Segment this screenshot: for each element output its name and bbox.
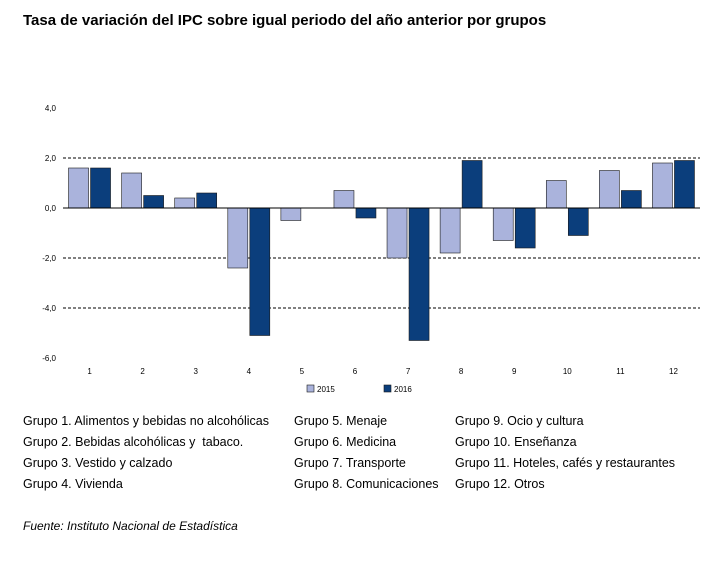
x-tick-label: 7 <box>406 367 411 376</box>
bar-2016 <box>196 192 218 209</box>
group-legend-item: Grupo 8. Comunicaciones <box>294 477 439 491</box>
bar-2016 <box>514 207 536 249</box>
legend-swatch-2015 <box>306 384 315 393</box>
x-tick-label: 4 <box>247 367 252 376</box>
group-legend-item: Grupo 11. Hoteles, cafés y restaurantes <box>455 456 676 470</box>
bar-2015 <box>280 207 302 221</box>
y-tick-label: 4,0 <box>45 104 57 113</box>
x-tick-label: 11 <box>616 367 625 376</box>
x-tick-label: 10 <box>563 367 572 376</box>
bar-2015 <box>652 162 673 209</box>
bar-2016 <box>249 207 271 336</box>
chart-title: Tasa de variación del IPC sobre igual pe… <box>23 12 547 29</box>
group-legend-item: Grupo 4. Vivienda <box>23 477 123 491</box>
group-legend: Grupo 1. Alimentos y bebidas no alcohóli… <box>23 414 713 504</box>
y-tick-label: -4,0 <box>42 304 56 313</box>
bar-2016 <box>90 167 111 209</box>
bar-2016 <box>408 207 430 341</box>
y-tick-label: -6,0 <box>42 354 56 363</box>
group-legend-item: Grupo 2. Bebidas alcohólicas y tabaco. <box>23 435 244 449</box>
x-tick-label: 1 <box>87 367 92 376</box>
bar-2015 <box>439 207 461 254</box>
x-tick-label: 9 <box>512 367 517 376</box>
group-legend-item: Grupo 9. Ocio y cultura <box>455 414 584 428</box>
legend-label: 2016 <box>394 385 412 394</box>
bar-2016 <box>567 207 589 236</box>
bar-2015 <box>545 180 567 209</box>
group-legend-item: Grupo 7. Transporte <box>294 456 406 470</box>
bar-2015 <box>492 207 514 241</box>
source-note: Fuente: Instituto Nacional de Estadístic… <box>23 519 238 533</box>
group-legend-item: Grupo 6. Medicina <box>294 435 397 449</box>
bar-2015 <box>333 190 355 209</box>
x-tick-label: 3 <box>193 367 198 376</box>
group-legend-item: Grupo 5. Menaje <box>294 414 388 428</box>
x-tick-label: 8 <box>459 367 464 376</box>
y-tick-label: -2,0 <box>42 254 56 263</box>
bar-2015 <box>68 167 89 209</box>
bar-2016 <box>674 160 695 209</box>
bar-2016 <box>461 160 483 209</box>
bar-2016 <box>621 190 642 209</box>
legend-label: 2015 <box>317 385 335 394</box>
x-tick-label: 6 <box>353 367 358 376</box>
x-tick-label: 5 <box>300 367 305 376</box>
group-legend-item: Grupo 10. Enseñanza <box>455 435 577 449</box>
bar-2015 <box>121 172 142 209</box>
bar-2015 <box>174 197 196 209</box>
bar-2015 <box>227 207 249 269</box>
bar-2016 <box>143 195 164 209</box>
bar-chart: 4,02,00,0-2,0-4,0-6,01 2 3 4 5 6 7 8 9 10 11 122015… <box>42 104 700 394</box>
x-tick-label: 2 <box>140 367 145 376</box>
bar-2016 <box>355 207 377 219</box>
y-tick-label: 2,0 <box>45 154 57 163</box>
bar-2015 <box>599 170 620 209</box>
group-legend-item: Grupo 3. Vestido y calzado <box>23 456 173 470</box>
bar-2015 <box>386 207 408 259</box>
legend-swatch-2016 <box>383 384 392 393</box>
x-tick-label: 12 <box>669 367 678 376</box>
group-legend-item: Grupo 12. Otros <box>455 477 545 491</box>
y-tick-label: 0,0 <box>45 204 57 213</box>
group-legend-item: Grupo 1. Alimentos y bebidas no alcohóli… <box>23 414 269 428</box>
